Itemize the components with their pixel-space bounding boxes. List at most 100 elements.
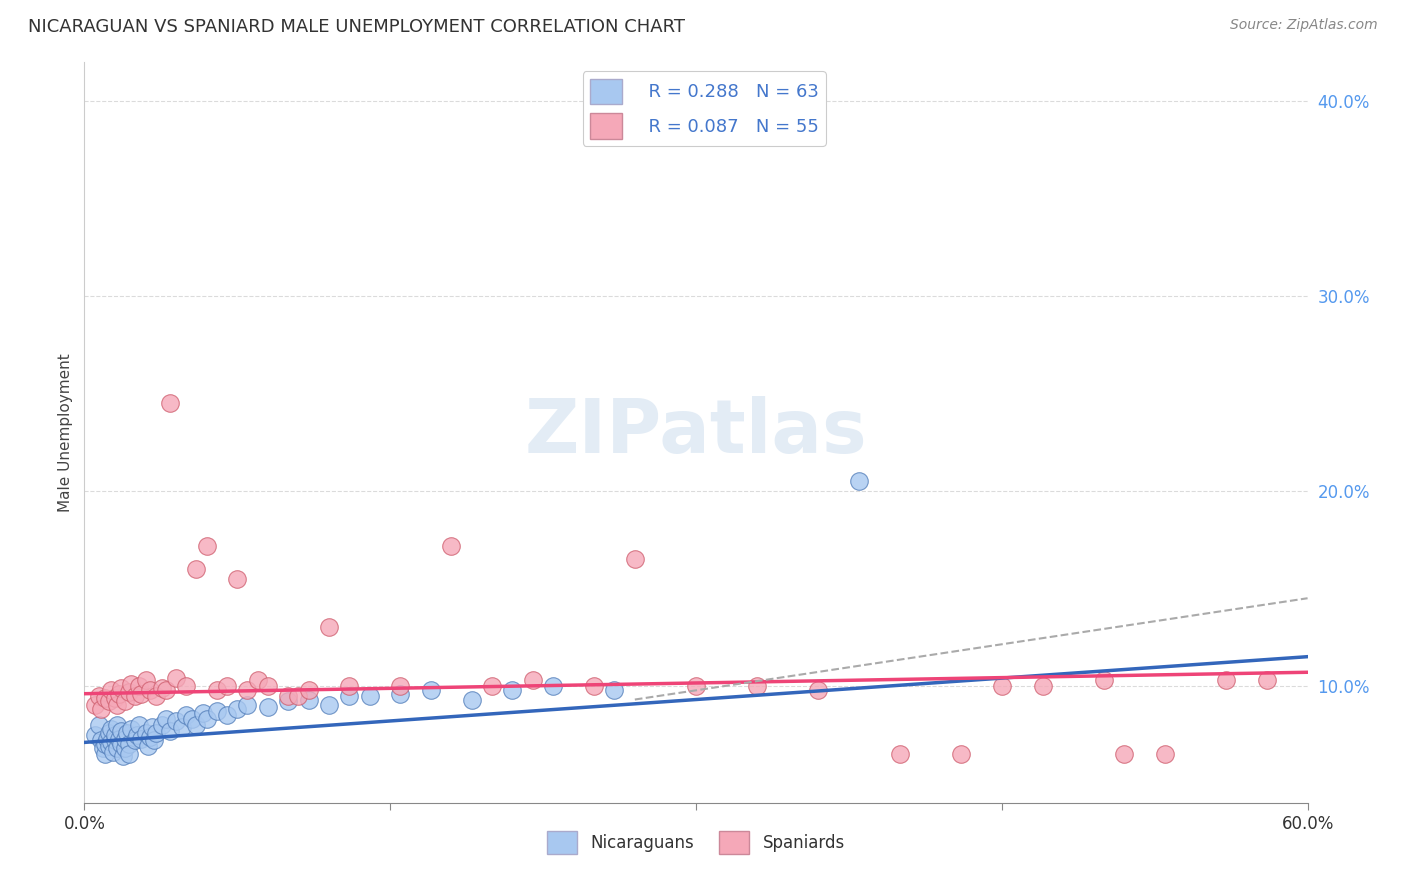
Point <box>502 682 524 697</box>
Point <box>440 539 463 553</box>
Point <box>105 741 128 756</box>
Point <box>114 741 136 756</box>
Point <box>105 718 128 732</box>
Point <box>97 694 120 708</box>
Point <box>277 694 299 708</box>
Point <box>685 679 707 693</box>
Point <box>1114 747 1136 761</box>
Point <box>105 698 128 713</box>
Point <box>1092 673 1115 687</box>
Point <box>93 690 115 705</box>
Point <box>145 689 167 703</box>
Point <box>128 718 150 732</box>
Point <box>217 679 239 693</box>
Point <box>104 690 127 705</box>
Point <box>114 731 136 746</box>
Point <box>124 689 146 703</box>
Point <box>101 745 124 759</box>
Point <box>120 677 142 691</box>
Point <box>205 682 228 697</box>
Point <box>120 722 142 736</box>
Point <box>112 749 135 764</box>
Point <box>150 681 173 695</box>
Point <box>950 747 973 761</box>
Point <box>114 694 136 708</box>
Point <box>205 704 228 718</box>
Point <box>96 731 118 746</box>
Legend: Nicaraguans, Spaniards: Nicaraguans, Spaniards <box>540 824 852 861</box>
Point <box>104 728 127 742</box>
Point <box>991 679 1014 693</box>
Point <box>83 698 105 713</box>
Point <box>138 682 160 697</box>
Point <box>165 714 187 728</box>
Point <box>195 712 218 726</box>
Point <box>91 741 114 756</box>
Point <box>110 723 132 738</box>
Point <box>131 687 153 701</box>
Text: ZIPatlas: ZIPatlas <box>524 396 868 469</box>
Point <box>165 671 187 685</box>
Point <box>118 747 141 761</box>
Point <box>174 679 197 693</box>
Point <box>138 730 160 744</box>
Point <box>118 737 141 751</box>
Point <box>1215 673 1237 687</box>
Point <box>181 712 204 726</box>
Point <box>226 702 249 716</box>
Point <box>100 735 122 749</box>
Point <box>298 682 321 697</box>
Point <box>108 731 131 746</box>
Point <box>1154 747 1177 761</box>
Point <box>318 620 340 634</box>
Point <box>543 679 565 693</box>
Point <box>145 725 167 739</box>
Point <box>186 562 208 576</box>
Point <box>339 689 361 703</box>
Point <box>389 679 412 693</box>
Point <box>1032 679 1054 693</box>
Point <box>257 679 280 693</box>
Point <box>135 673 157 687</box>
Y-axis label: Male Unemployment: Male Unemployment <box>58 353 73 512</box>
Point <box>127 728 149 742</box>
Point <box>142 733 165 747</box>
Point <box>141 720 163 734</box>
Point <box>174 708 197 723</box>
Point <box>889 747 911 761</box>
Point <box>389 687 412 701</box>
Point <box>97 739 120 754</box>
Point <box>93 737 115 751</box>
Point <box>108 687 131 701</box>
Point <box>1256 673 1278 687</box>
Point <box>104 733 127 747</box>
Point <box>277 689 299 703</box>
Point <box>100 682 122 697</box>
Point <box>461 692 484 706</box>
Point <box>159 396 181 410</box>
Point <box>159 723 181 738</box>
Point <box>522 673 544 687</box>
Point <box>155 682 177 697</box>
Point <box>339 679 361 693</box>
Text: NICARAGUAN VS SPANIARD MALE UNEMPLOYMENT CORRELATION CHART: NICARAGUAN VS SPANIARD MALE UNEMPLOYMENT… <box>28 18 685 36</box>
Point <box>298 692 321 706</box>
Point <box>848 475 870 489</box>
Point <box>481 679 503 693</box>
Point <box>131 731 153 746</box>
Point <box>135 725 157 739</box>
Point <box>226 572 249 586</box>
Point <box>807 682 830 697</box>
Point <box>83 728 105 742</box>
Point <box>246 673 269 687</box>
Point <box>87 718 110 732</box>
Point <box>110 737 132 751</box>
Point <box>136 739 159 754</box>
Text: Source: ZipAtlas.com: Source: ZipAtlas.com <box>1230 18 1378 32</box>
Point <box>236 698 259 713</box>
Point <box>287 689 309 703</box>
Point <box>257 700 280 714</box>
Point <box>583 679 606 693</box>
Point <box>87 689 110 703</box>
Point <box>191 706 214 721</box>
